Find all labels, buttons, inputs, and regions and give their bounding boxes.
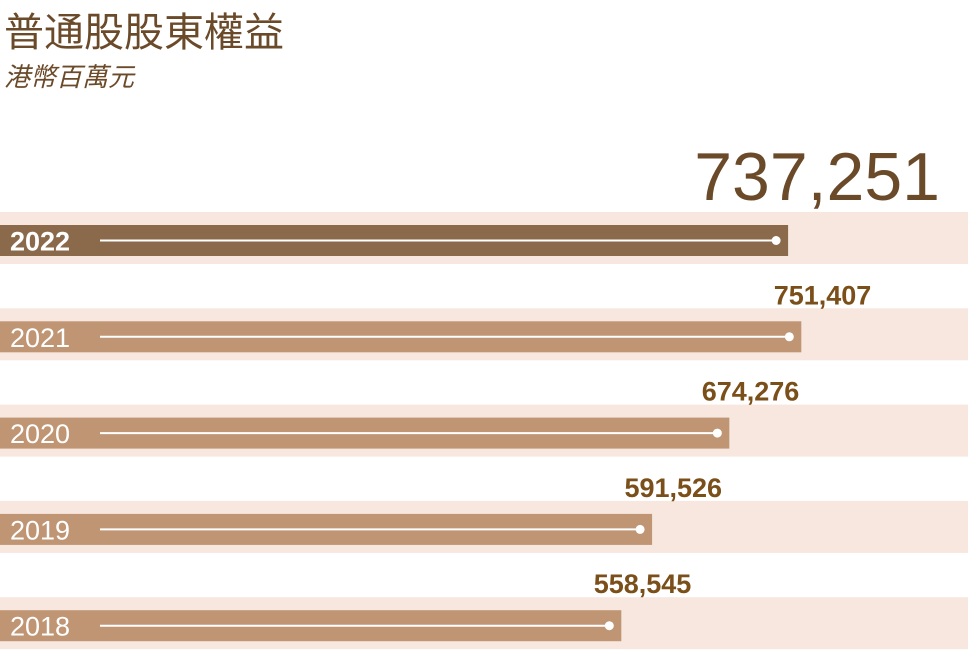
category-label: 2018 <box>10 612 70 642</box>
bar-end-dot <box>784 332 794 342</box>
chart-subtitle: 港幣百萬元 <box>4 63 136 93</box>
bar-end-dot <box>712 428 722 438</box>
bar-end-dot <box>635 524 645 534</box>
value-label: 591,526 <box>624 473 722 503</box>
category-label: 2022 <box>10 227 70 257</box>
value-label: 674,276 <box>702 377 800 407</box>
bar-end-dot <box>604 621 614 631</box>
category-label: 2020 <box>10 419 70 449</box>
category-label: 2019 <box>10 515 70 545</box>
bar-end-dot <box>771 236 781 245</box>
category-label: 2021 <box>10 323 70 353</box>
value-label: 737,251 <box>694 139 940 215</box>
value-label: 751,407 <box>774 280 872 310</box>
chart-title: 普通股股東權益 <box>4 10 284 56</box>
value-label: 558,545 <box>594 569 692 599</box>
